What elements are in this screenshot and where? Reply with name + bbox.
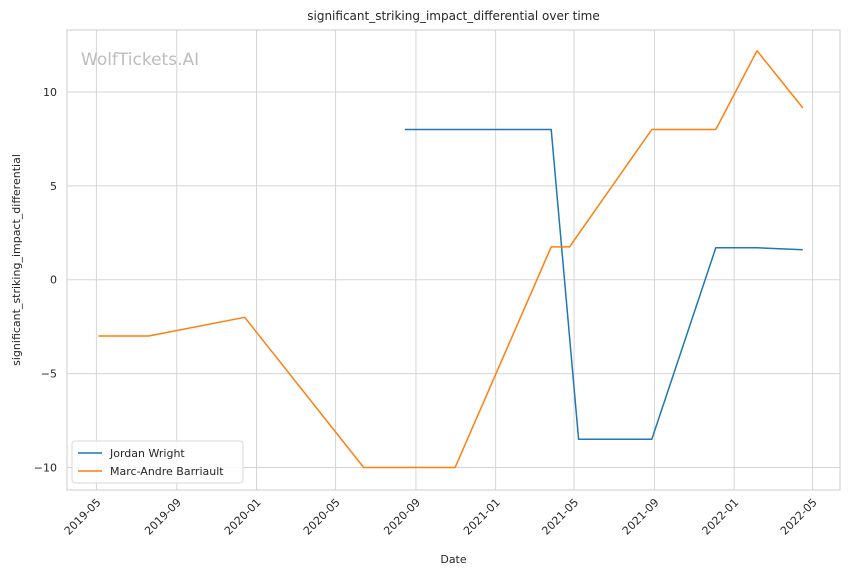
- y-tick-labels: −10 −5 0 5 10: [34, 86, 57, 475]
- x-tick-label: 2022-01: [700, 496, 742, 538]
- x-tick-label: 2021-01: [461, 496, 503, 538]
- legend-box: [71, 440, 244, 484]
- series-line-jordan-wright: [404, 128, 803, 441]
- x-tick-label: 2021-05: [539, 496, 581, 538]
- x-tick-labels: 2019-05 2019-09 2020-01 2020-05 2020-09 2021-…: [62, 496, 820, 538]
- watermark: WolfTickets.AI: [81, 50, 199, 70]
- legend-label: Marc-Andre Barriault: [110, 465, 224, 478]
- x-tick-label: 2020-05: [301, 496, 343, 538]
- y-gridlines: [67, 91, 840, 468]
- x-axis-title: Date: [440, 553, 467, 566]
- chart-title: significant_striking_impact_differential…: [307, 9, 599, 23]
- x-tick-label: 2019-05: [62, 496, 104, 538]
- legend: Jordan Wright Marc-Andre Barriault: [71, 440, 244, 484]
- plot-area-frame: [66, 29, 841, 491]
- y-tick-label: 5: [50, 180, 57, 193]
- y-tick-label: −5: [41, 368, 57, 381]
- x-gridlines: [95, 30, 814, 490]
- series-lines: [98, 49, 804, 469]
- x-tick-label: 2020-01: [222, 496, 264, 538]
- legend-label: Jordan Wright: [109, 447, 185, 460]
- x-tick-label: 2021-09: [620, 496, 662, 538]
- y-tick-label: 10: [43, 86, 57, 99]
- x-tick-label: 2022-05: [778, 496, 820, 538]
- y-axis-title: significant_striking_impact_differential: [10, 154, 23, 366]
- y-tick-label: 0: [50, 274, 57, 287]
- x-tick-label: 2020-09: [381, 496, 423, 538]
- series-line-marc-andre-barriault: [98, 49, 804, 469]
- y-tick-label: −10: [34, 461, 57, 474]
- x-tick-label: 2019-09: [142, 496, 184, 538]
